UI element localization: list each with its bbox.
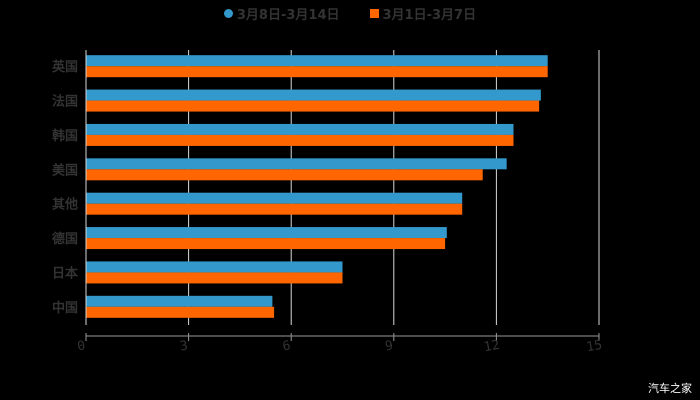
x-tick-label: 15 — [585, 338, 603, 355]
chart-legend: 3月8日-3月14日 3月1日-3月7日 — [0, 4, 700, 23]
bar-2[interactable] — [86, 203, 463, 215]
bar-1[interactable] — [86, 55, 548, 67]
bar-1[interactable] — [86, 123, 514, 135]
category-label: 中国 — [52, 300, 78, 316]
bar-1[interactable] — [86, 295, 273, 307]
category-label: 法国 — [52, 94, 78, 110]
category-label: 美国 — [52, 162, 78, 178]
bar-1[interactable] — [86, 261, 343, 273]
x-tick-label: 12 — [483, 338, 501, 355]
legend-item-series-2[interactable]: 3月1日-3月7日 — [369, 4, 477, 23]
bar-2[interactable] — [86, 66, 548, 78]
bar-2[interactable] — [86, 272, 343, 284]
category-label: 德国 — [52, 231, 78, 247]
series-1-marker-icon — [223, 8, 233, 18]
legend-label-series-1: 3月8日-3月14日 — [236, 7, 340, 23]
bar-2[interactable] — [86, 100, 540, 112]
legend-label-series-2: 3月1日-3月7日 — [382, 7, 477, 23]
bar-2[interactable] — [86, 306, 275, 318]
series-2-marker-icon — [369, 8, 379, 18]
legend-item-series-1[interactable]: 3月8日-3月14日 — [223, 4, 340, 23]
x-tick-label: 3 — [179, 338, 189, 354]
bar-1[interactable] — [86, 192, 463, 204]
bar-1[interactable] — [86, 158, 507, 170]
bar-1[interactable] — [86, 89, 541, 101]
bar-2[interactable] — [86, 134, 514, 146]
bar-2[interactable] — [86, 238, 446, 250]
category-label: 日本 — [52, 265, 78, 281]
watermark: 汽车之家 — [648, 382, 692, 395]
x-tick-label: 6 — [281, 338, 291, 354]
bar-1[interactable] — [86, 227, 447, 239]
x-tick-label: 0 — [76, 338, 86, 354]
category-label: 韩国 — [52, 128, 78, 144]
x-tick-label: 9 — [384, 338, 394, 354]
category-label: 其他 — [52, 197, 78, 213]
bar-2[interactable] — [86, 169, 483, 181]
category-label: 英国 — [51, 59, 78, 75]
